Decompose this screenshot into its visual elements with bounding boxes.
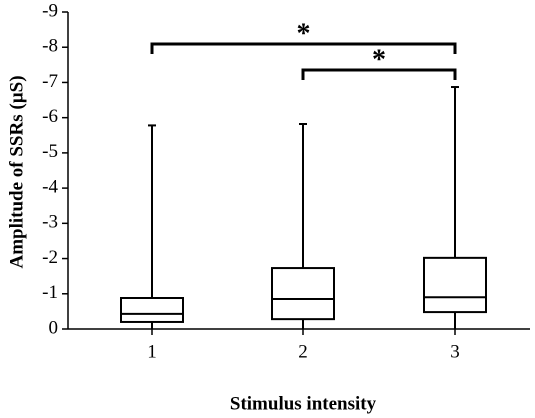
box [120, 297, 184, 323]
box [271, 267, 335, 321]
y-tick-label: -4 [42, 176, 58, 197]
y-tick-label: 0 [49, 317, 59, 338]
x-tick-label: 3 [450, 341, 460, 362]
x-tick-label: 2 [298, 341, 308, 362]
y-tick-label: -7 [42, 71, 58, 92]
y-tick-label: -8 [42, 36, 58, 57]
x-tick-label: 1 [147, 341, 157, 362]
significance-bracket [301, 68, 457, 80]
y-tick-label: -5 [42, 141, 58, 162]
box [423, 256, 487, 314]
x-axis-label: Stimulus intensity [230, 393, 377, 414]
significance-label: * [372, 44, 386, 75]
y-tick-label: -6 [42, 106, 58, 127]
y-tick-label: -1 [42, 282, 58, 303]
y-tick-label: -2 [42, 247, 58, 268]
significance-bracket [150, 42, 457, 54]
y-axis-label: Amplitude of SSRs (µS) [6, 75, 27, 268]
y-tick-label: -9 [42, 0, 58, 21]
significance-label: * [297, 18, 311, 49]
y-tick-label: -3 [42, 212, 58, 233]
